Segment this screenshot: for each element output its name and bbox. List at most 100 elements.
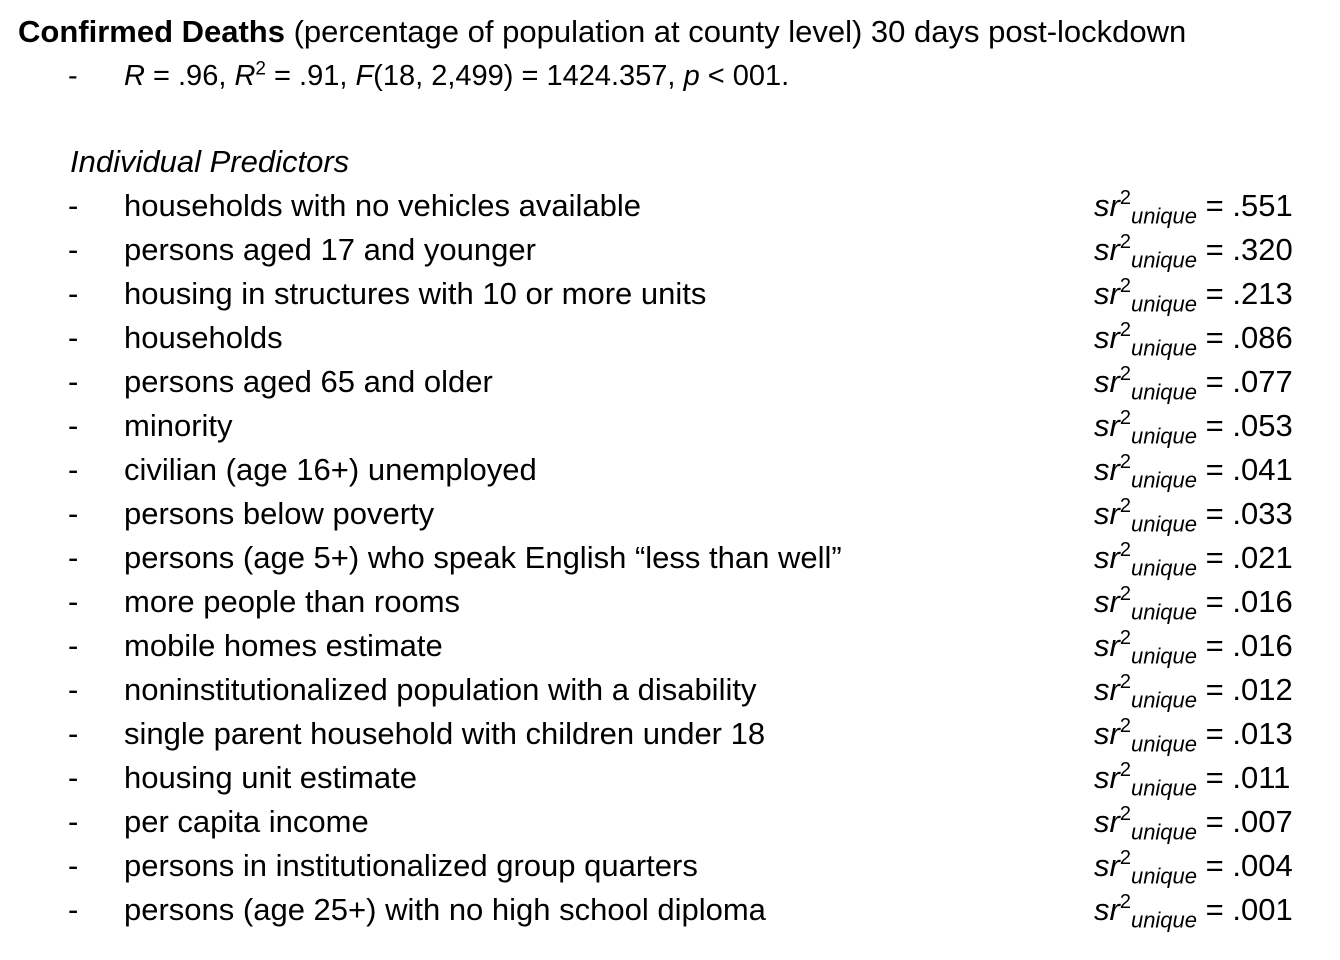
bullet-dash: - [68,232,79,267]
p-symbol: p [683,60,700,92]
bullet-dash: - [68,408,79,443]
equals-sign: = [1197,320,1233,355]
equals-sign: = [1197,804,1233,839]
sr2-number: .004 [1232,848,1293,883]
predictor-name: minority [124,408,233,443]
bullet-dash: - [68,496,79,531]
bullet-dash: - [68,276,79,311]
sr-symbol: sr [1094,452,1120,487]
page-title: Confirmed Deaths (percentage of populati… [18,12,1186,52]
predictor-sr2-value: sr2unique = .012 [1094,670,1293,711]
r-value: = .96, [144,60,235,92]
predictor-row: - civilian (age 16+) unemployed sr2unique … [0,450,1340,494]
sr-exponent: 2 [1119,715,1131,737]
sr-exponent: 2 [1119,275,1131,297]
sr-symbol: sr [1094,672,1120,707]
predictor-name: households with no vehicles available [124,188,641,223]
predictor-name: housing in structures with 10 or more un… [124,276,707,311]
bullet-dash: - [68,540,79,575]
equals-sign: = [1197,584,1233,619]
predictor-sr2-value: sr2unique = .077 [1094,362,1293,403]
p-value: < 001. [699,60,790,92]
predictor-name: housing unit estimate [124,760,417,795]
sr-exponent: 2 [1119,363,1131,385]
predictor-sr2-value: sr2unique = .041 [1094,450,1293,491]
sr2-number: .013 [1232,716,1293,751]
sr-exponent: 2 [1119,407,1131,429]
sr-symbol: sr [1094,892,1120,927]
bullet-dash: - [68,364,79,399]
equals-sign: = [1197,892,1233,927]
predictor-row: - mobile homes estimate sr2unique = .016 [0,626,1340,670]
predictor-name: persons (age 25+) with no high school di… [124,892,766,927]
predictor-row: - persons below poverty sr2unique = .033 [0,494,1340,538]
sr-subscript: unique [1130,775,1198,801]
equals-sign: = [1197,760,1233,795]
sr2-number: .086 [1232,320,1293,355]
sr-subscript: unique [1130,819,1198,845]
sr-exponent: 2 [1119,803,1131,825]
r2-value: = .91, [265,60,356,92]
sr2-number: .011 [1232,760,1291,795]
sr-exponent: 2 [1119,187,1131,209]
predictor-sr2-value: sr2unique = .013 [1094,714,1293,755]
predictor-row: - persons (age 25+) with no high school d… [0,890,1340,934]
predictor-row: - housing unit estimate sr2unique = .011 [0,758,1340,802]
sr-symbol: sr [1094,232,1120,267]
bullet-dash: - [68,804,79,839]
sr-exponent: 2 [1119,847,1131,869]
sr-subscript: unique [1130,291,1198,317]
sr-symbol: sr [1094,584,1120,619]
equals-sign: = [1197,848,1233,883]
sr2-number: .021 [1232,540,1293,575]
sr-symbol: sr [1094,364,1120,399]
sr-symbol: sr [1094,804,1120,839]
equals-sign: = [1197,628,1233,663]
predictor-name: civilian (age 16+) unemployed [124,452,537,487]
predictor-sr2-value: sr2unique = .011 [1094,758,1291,801]
predictor-sr2-value: sr2unique = .033 [1094,494,1293,537]
sr-symbol: sr [1094,496,1120,531]
r2-symbol: R [234,60,256,92]
bullet-dash: - [68,628,79,663]
equals-sign: = [1197,232,1233,267]
predictor-sr2-value: sr2unique = .551 [1094,186,1293,229]
sr-subscript: unique [1130,203,1198,229]
predictor-sr2-value: sr2unique = .004 [1094,846,1293,889]
sr2-number: .053 [1232,408,1293,443]
bullet-dash: - [68,584,79,619]
equals-sign: = [1197,276,1233,311]
bullet-dash: - [68,188,79,223]
predictor-row: - per capita income sr2unique = .007 [0,802,1340,846]
model-statistics-text: R = .96, R2 = .91, F(18, 2,499) = 1424.3… [124,56,789,96]
bullet-dash: - [68,716,79,751]
sr2-number: .033 [1232,496,1293,531]
predictor-row: - single parent household with children u… [0,714,1340,758]
sr2-number: .320 [1232,232,1293,267]
bullet-dash: - [68,672,79,707]
predictor-name: persons (age 5+) who speak English “less… [124,540,842,575]
sr2-number: .007 [1232,804,1293,839]
sr-symbol: sr [1094,408,1120,443]
sr-exponent: 2 [1119,671,1131,693]
predictor-name: persons aged 17 and younger [124,232,536,267]
predictor-row: - more people than rooms sr2unique = .016 [0,582,1340,626]
equals-sign: = [1197,540,1233,575]
bullet-dash: - [68,60,78,92]
sr-exponent: 2 [1119,759,1131,781]
predictor-name: households [124,320,283,355]
predictor-sr2-value: sr2unique = .053 [1094,406,1293,447]
sr-subscript: unique [1130,247,1198,273]
predictor-row: - persons (age 5+) who speak English “les… [0,538,1340,582]
title-bold-text: Confirmed Deaths [18,14,285,49]
sr-subscript: unique [1130,511,1198,537]
sr-exponent: 2 [1119,319,1131,341]
sr-symbol: sr [1094,188,1120,223]
section-heading: Individual Predictors [70,144,350,179]
sr-symbol: sr [1094,716,1120,751]
predictor-sr2-value: sr2unique = .016 [1094,582,1293,623]
sr-subscript: unique [1130,863,1198,889]
sr-exponent: 2 [1119,451,1131,473]
predictor-row: - persons in institutionalized group quar… [0,846,1340,890]
predictor-name: persons in institutionalized group quart… [124,848,698,883]
